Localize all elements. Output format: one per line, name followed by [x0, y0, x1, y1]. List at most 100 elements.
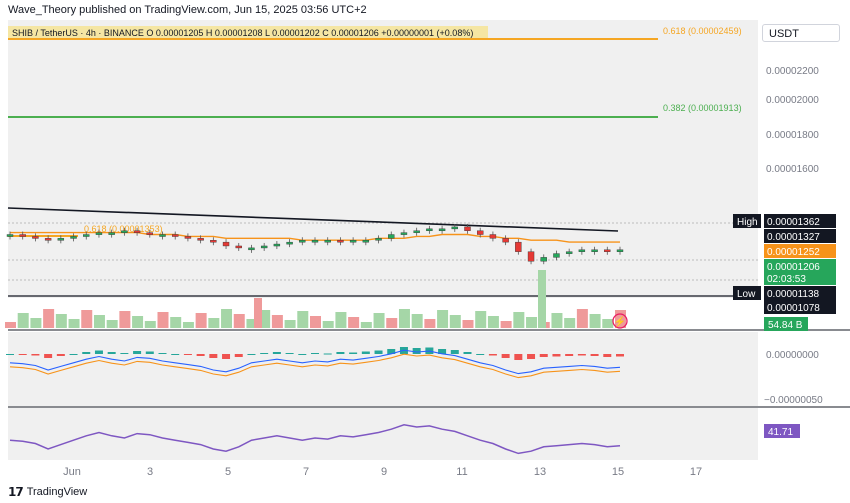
currency-selector[interactable]: USDT — [762, 24, 840, 42]
volume-bar — [246, 319, 258, 328]
candle — [426, 228, 433, 232]
fib-label-0618-top: 0.618 (0.00002459) — [663, 26, 742, 36]
price-tag-bg — [764, 286, 836, 300]
volume-bar — [513, 312, 525, 328]
macd-hist — [44, 354, 53, 358]
volume-bar — [551, 313, 563, 328]
volume-bar — [221, 309, 233, 328]
volume-bar — [81, 310, 93, 328]
macd-hist — [565, 354, 574, 356]
volume-bar — [437, 310, 449, 328]
candle — [489, 234, 497, 239]
candle — [337, 240, 344, 243]
candle — [70, 236, 77, 239]
price-tag-value: 0.00001252 — [767, 247, 820, 258]
volume-bar — [284, 320, 296, 328]
candle — [616, 249, 624, 252]
volume-bar — [398, 309, 410, 328]
candle — [451, 226, 458, 230]
macd-hist — [247, 354, 256, 355]
chart-area[interactable]: SHIB / TetherUS · 4h · BINANCE O 0.00001… — [0, 20, 850, 483]
price-tag-value: 0.00001206 — [767, 262, 820, 273]
macd-hist — [323, 353, 332, 355]
volume-bar — [144, 321, 156, 328]
volume-bar — [271, 315, 283, 328]
macd-hist — [374, 350, 383, 354]
candle — [527, 251, 535, 262]
candle — [6, 234, 14, 237]
volume-bar — [322, 321, 334, 328]
price-tag-bg — [764, 259, 836, 285]
candle — [273, 243, 281, 247]
price-tag-label: Low — [737, 289, 756, 300]
price-tick: 0.00002200 — [766, 66, 819, 77]
candle — [184, 236, 192, 239]
candle — [299, 240, 306, 243]
macd-hist — [82, 352, 91, 354]
volume-bar — [589, 314, 601, 328]
macd-hist — [6, 354, 14, 355]
macd-hist — [209, 354, 218, 358]
price-pane-bg — [8, 20, 758, 298]
macd-hist — [56, 354, 65, 356]
macd-hist — [336, 352, 345, 354]
footer-brand: TradingView — [26, 486, 88, 498]
macd-hist — [260, 353, 269, 354]
macd-hist — [616, 354, 624, 357]
macd-hist — [412, 348, 421, 354]
macd-hist — [234, 354, 243, 357]
price-tag-value: 0.00001078 — [767, 303, 820, 314]
price-tag-bg — [764, 214, 836, 228]
candle — [57, 238, 65, 241]
macd-hist — [285, 353, 294, 354]
macd-hist — [69, 354, 78, 355]
macd-hist — [120, 353, 129, 354]
volume-bar — [182, 322, 194, 328]
macd-hist — [94, 350, 103, 354]
macd-hist — [107, 352, 116, 354]
candle — [197, 238, 204, 241]
macd-hist — [514, 354, 523, 360]
macd-hist — [18, 354, 27, 355]
candle — [591, 249, 598, 252]
macd-hist — [539, 354, 548, 357]
volume-bar — [259, 310, 271, 328]
candle — [108, 232, 115, 235]
price-tag-bg — [764, 229, 836, 243]
candle — [146, 232, 153, 235]
price-tag-bg — [764, 300, 836, 314]
chart-svg[interactable]: SHIB / TetherUS · 4h · BINANCE O 0.00001… — [0, 20, 850, 483]
macd-tick: −0.00000050 — [764, 395, 823, 406]
macd-pane-bg — [8, 332, 758, 406]
volume-bar — [500, 321, 512, 328]
time-tick: Jun — [63, 466, 81, 478]
macd-hist — [311, 353, 319, 354]
volume-bar — [373, 313, 385, 328]
volume-bar — [462, 320, 474, 328]
candle — [133, 230, 141, 233]
candle — [388, 234, 395, 239]
volume-spike — [538, 270, 546, 328]
volume-bar — [119, 311, 131, 328]
volume-bar — [55, 314, 67, 328]
candle — [44, 238, 52, 241]
macd-hist — [183, 354, 192, 355]
volume-bar — [195, 313, 207, 328]
candle — [578, 249, 586, 252]
volume-bar — [233, 314, 245, 328]
header-band — [8, 26, 488, 38]
macd-hist — [577, 354, 586, 356]
candle — [604, 249, 611, 252]
volume-bar — [208, 318, 220, 328]
volume-bar — [310, 316, 321, 328]
volume-bar — [348, 317, 360, 328]
candle — [121, 230, 128, 233]
macd-signal-line — [9, 353, 621, 379]
fib-label-0618-low: 0.618 (0.00001353) — [84, 224, 163, 234]
footer: 𝟭𝟳 TradingView — [8, 485, 87, 499]
time-tick: 5 — [225, 466, 231, 478]
macd-tick: 0.00000000 — [766, 350, 819, 361]
price-tick: 0.00001800 — [766, 130, 819, 141]
macd-hist — [450, 350, 459, 354]
candle — [235, 245, 242, 249]
